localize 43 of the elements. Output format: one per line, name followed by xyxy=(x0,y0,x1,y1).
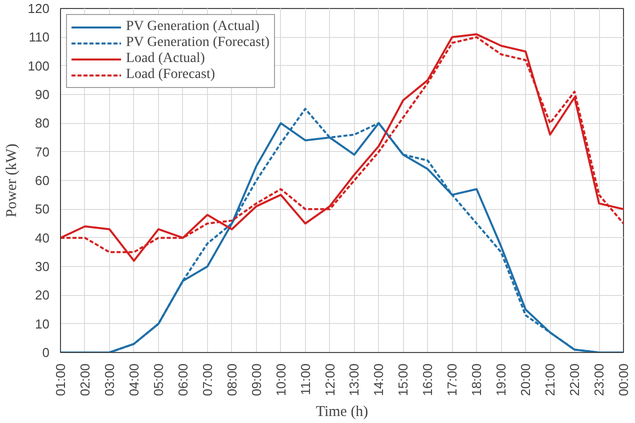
y-tick-label: 30 xyxy=(35,259,50,274)
y-tick-label: 0 xyxy=(42,345,50,360)
x-tick-label: 14:00 xyxy=(371,363,386,396)
x-tick-label: 02:00 xyxy=(77,363,92,396)
x-tick-label: 22:00 xyxy=(567,363,582,396)
y-tick-label: 100 xyxy=(28,58,50,74)
x-tick-label: 06:00 xyxy=(175,363,190,396)
y-axis-title: Power (kW) xyxy=(4,144,20,218)
legend-label: Load (Forecast) xyxy=(126,67,216,83)
y-tick-label: 110 xyxy=(28,30,50,45)
x-tick-label: 08:00 xyxy=(224,363,240,396)
y-tick-label: 60 xyxy=(35,173,50,188)
x-tick-label: 09:00 xyxy=(248,363,264,396)
x-tick-label: 18:00 xyxy=(469,363,484,396)
y-tick-label: 10 xyxy=(35,316,50,332)
x-axis-title: Time (h) xyxy=(316,404,368,420)
legend-label: PV Generation (Actual) xyxy=(126,19,260,35)
x-tick-label: 03:00 xyxy=(102,363,117,396)
y-tick-label: 120 xyxy=(28,1,50,16)
x-tick-label: 19:00 xyxy=(494,363,509,396)
x-tick-label: 15:00 xyxy=(396,363,411,396)
x-tick-label: 12:00 xyxy=(322,363,338,396)
x-tick-label: 16:00 xyxy=(420,363,436,396)
x-tick-label: 10:00 xyxy=(273,363,288,396)
x-tick-label: 11:00 xyxy=(298,363,313,396)
x-tick-label: 01:00 xyxy=(53,363,68,396)
x-tick-label: 20:00 xyxy=(518,363,534,396)
y-tick-label: 40 xyxy=(35,230,50,246)
y-tick-label: 80 xyxy=(35,116,50,131)
legend-label: PV Generation (Forecast) xyxy=(126,35,270,51)
x-tick-label: 23:00 xyxy=(592,363,607,396)
x-tick-label: 17:00 xyxy=(444,363,460,396)
y-tick-label: 50 xyxy=(35,202,50,217)
x-tick-label: 04:00 xyxy=(126,363,142,396)
x-tick-label: 05:00 xyxy=(150,363,166,396)
x-tick-label: 07:00 xyxy=(200,363,215,396)
x-tick-label: 13:00 xyxy=(346,363,362,396)
legend-label: Load (Actual) xyxy=(126,51,205,67)
x-tick-label: 00:00 xyxy=(616,363,631,396)
y-tick-label: 70 xyxy=(35,144,50,160)
x-tick-label: 21:00 xyxy=(542,363,558,396)
y-tick-label: 90 xyxy=(35,87,50,102)
y-tick-label: 20 xyxy=(35,288,50,303)
